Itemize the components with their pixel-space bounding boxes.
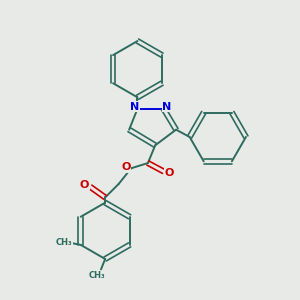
Text: O: O — [121, 162, 131, 172]
Text: O: O — [164, 169, 173, 178]
Text: O: O — [80, 180, 89, 190]
Text: N: N — [162, 102, 171, 112]
Text: CH₃: CH₃ — [56, 238, 72, 247]
Text: N: N — [130, 102, 139, 112]
Text: CH₃: CH₃ — [88, 271, 105, 280]
